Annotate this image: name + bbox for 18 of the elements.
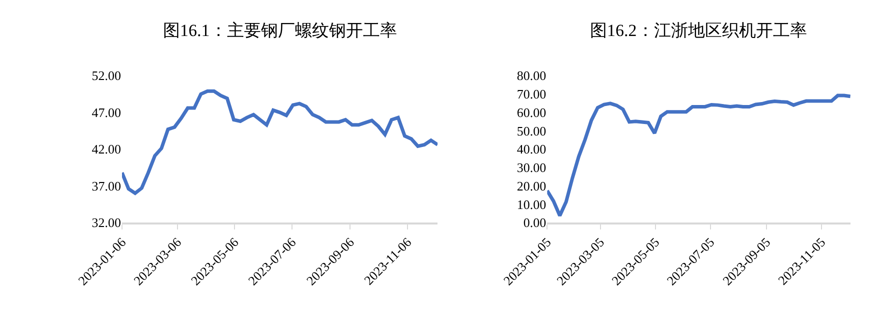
line-series	[547, 94, 850, 218]
chart-title: 图16.2：江浙地区织机开工率	[590, 21, 807, 40]
chart-title: 图16.1：主要钢厂螺纹钢开工率	[163, 21, 397, 40]
y-tick-label: 0.00	[523, 215, 546, 230]
y-tick-label: 40.00	[516, 142, 546, 157]
y-tick-label: 32.00	[92, 215, 121, 230]
line-series	[122, 89, 438, 195]
y-tick-label: 60.00	[516, 104, 546, 120]
y-tick-label: 42.00	[92, 142, 121, 157]
y-tick-label: 37.00	[92, 178, 121, 194]
y-tick-label: 20.00	[516, 178, 546, 194]
y-tick-label: 52.00	[92, 68, 121, 84]
y-tick-label: 30.00	[516, 160, 546, 176]
y-tick-label: 50.00	[516, 123, 546, 138]
y-tick-label: 47.00	[92, 104, 121, 120]
y-tick-label: 10.00	[516, 196, 546, 212]
y-tick-label: 70.00	[516, 86, 546, 102]
y-tick-label: 80.00	[516, 68, 546, 84]
